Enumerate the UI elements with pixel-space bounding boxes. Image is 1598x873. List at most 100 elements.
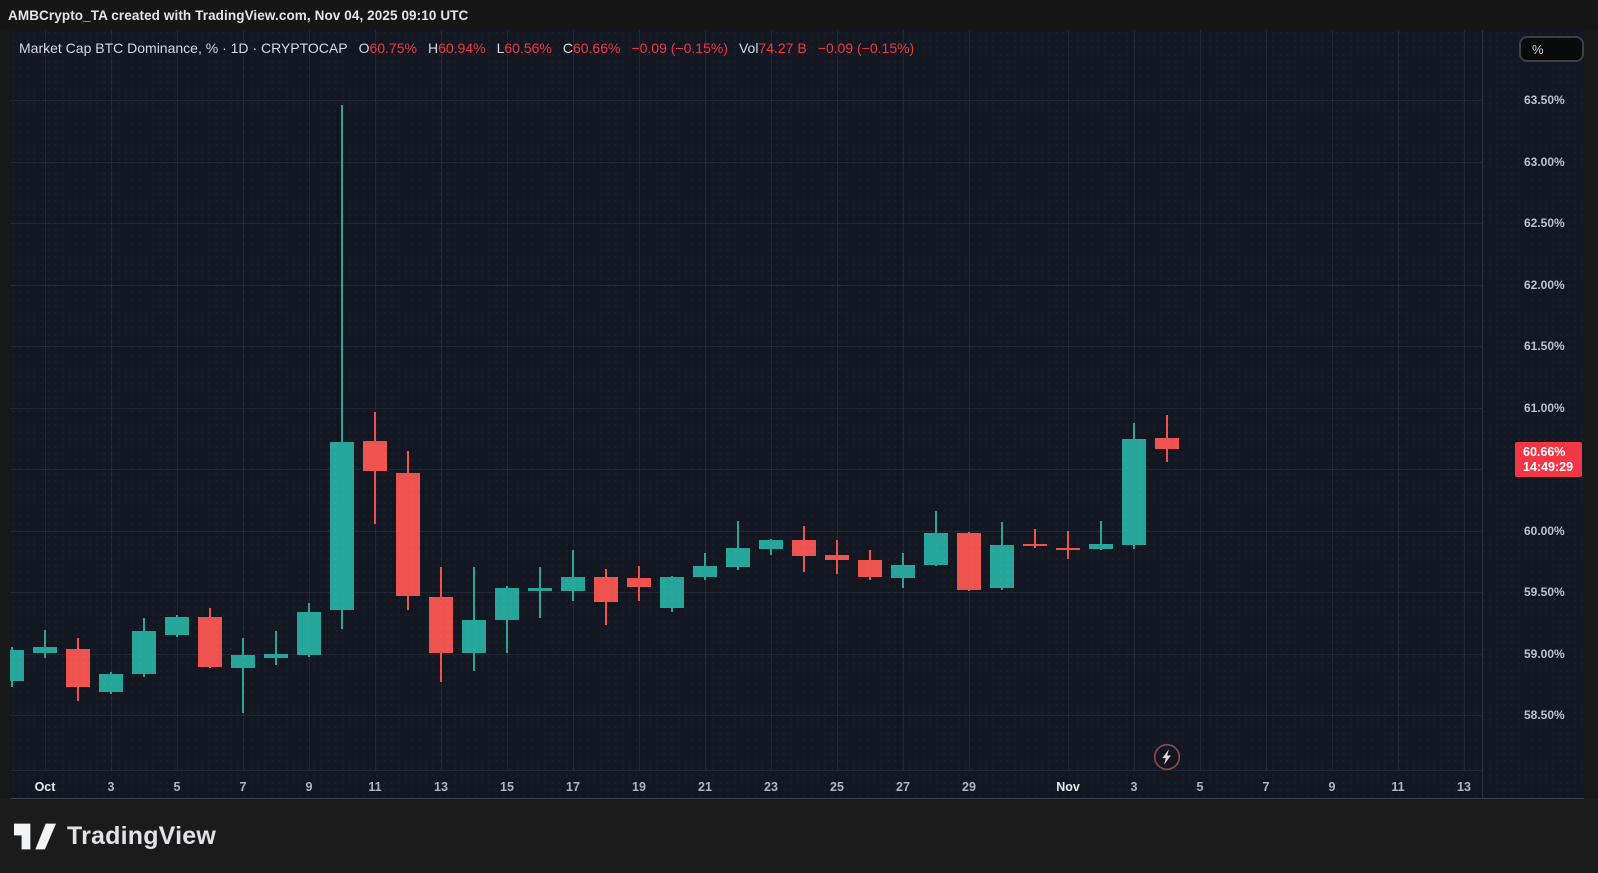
candle-oct-12: [396, 472, 420, 596]
candle-oct-11: [363, 440, 387, 472]
time-tick-label: 7: [1262, 780, 1270, 794]
gridline-vertical: [770, 30, 772, 770]
candle-oct-15: [495, 588, 519, 621]
legend-values: O60.75% H60.94% L60.56% C60.66% −0.09 (−0.15…: [359, 40, 915, 56]
candle-wick-oct-16: [539, 567, 541, 618]
gridline-horizontal: [10, 407, 1482, 409]
candle-oct-22: [726, 547, 750, 568]
gridline-vertical: [1331, 30, 1333, 770]
time-tick-label: 5: [1196, 780, 1204, 794]
gridline-vertical: [110, 30, 112, 770]
gridline-vertical: [308, 30, 310, 770]
candle-oct-16: [528, 588, 552, 591]
legend: Market Cap BTC Dominance, % · 1D · CRYPT…: [19, 39, 914, 57]
gridline-vertical: [638, 30, 640, 770]
gridline-vertical: [1067, 30, 1069, 770]
gridline-horizontal: [10, 530, 1482, 532]
time-tick-label: 17: [566, 780, 580, 794]
candle-wick-oct-8: [275, 631, 277, 665]
unit-percent-button[interactable]: %: [1519, 36, 1584, 62]
time-tick-label: 9: [1328, 780, 1336, 794]
candle-oct-24: [792, 540, 816, 557]
candle-oct-27: [891, 564, 915, 579]
candle-oct-30: [990, 545, 1014, 589]
candle-oct-26: [858, 560, 882, 578]
candle-oct-2: [66, 648, 90, 687]
candle-oct-5: [165, 616, 189, 636]
candle-oct-13: [429, 596, 453, 654]
candle-wick-oct-1: [44, 630, 46, 659]
price-axis[interactable]: % 63.50% 63.00% 62.50% 62.00% 61.50% 61.00% 60…: [1482, 30, 1584, 799]
candle-oct-25: [825, 555, 849, 560]
gridline-horizontal: [10, 100, 1482, 101]
attribution-text: AMBCrypto_TA created with TradingView.co…: [8, 7, 469, 23]
price-tick-label: 60.00%: [1524, 523, 1565, 538]
time-tick-label: 23: [764, 780, 778, 794]
footer-bar: TradingView: [0, 799, 1598, 873]
time-tick-label: 15: [500, 780, 514, 794]
price-tick-label: 63.00%: [1524, 154, 1565, 169]
gridline-vertical: [440, 30, 442, 770]
candle-wick-oct-21: [704, 552, 706, 580]
gridline-horizontal: [10, 223, 1482, 224]
gridline-vertical: [1463, 30, 1465, 770]
time-tick-label: 5: [173, 780, 181, 794]
time-tick-label: 13: [1457, 780, 1471, 794]
time-axis[interactable]: Oct 3 5 7 9 11 13 15 17 19 21 23 25 27 29 Nov 3 5 7 9 11 13: [10, 770, 1482, 799]
gridline-vertical: [506, 30, 508, 770]
gridline-vertical: [1199, 30, 1201, 770]
candle-oct-31: [1023, 544, 1047, 547]
time-tick-label: 29: [962, 780, 976, 794]
candle-wick-nov-1: [1067, 530, 1069, 559]
time-tick-label: 3: [1130, 780, 1138, 794]
candle-oct-23: [759, 540, 783, 549]
gridline-vertical: [1265, 30, 1267, 770]
candle-nov-1: [1056, 547, 1080, 551]
chart-pane: Market Cap BTC Dominance, % · 1D · CRYPT…: [10, 30, 1584, 799]
gridline-vertical: [176, 30, 178, 770]
candle-oct-6: [198, 616, 222, 668]
price-tick-label: 63.50%: [1524, 93, 1565, 107]
legend-item: O60.75%: [358, 40, 417, 56]
last-price-value: 60.66%: [1523, 444, 1566, 459]
gridline-vertical: [968, 30, 970, 770]
time-tick-label: 13: [434, 780, 448, 794]
lightning-icon[interactable]: [1153, 743, 1181, 771]
chart-bottom-edge: [10, 798, 1584, 799]
candle-nov-3: [1122, 439, 1146, 546]
time-tick-label: 21: [698, 780, 712, 794]
candle-oct-10: [330, 441, 354, 611]
time-tick-label: 27: [896, 780, 910, 794]
gridline-horizontal: [10, 161, 1482, 163]
gridline-vertical: [44, 30, 46, 770]
candle-oct-19: [627, 578, 651, 588]
price-tick-label: 61.00%: [1524, 400, 1565, 415]
candle-wick-nov-2: [1100, 520, 1102, 551]
time-tick-label: 7: [239, 780, 247, 794]
candle-wick-oct-31: [1034, 529, 1036, 548]
candle-oct-3: [99, 674, 123, 692]
candle-oct-1: [33, 647, 57, 654]
legend-title: Market Cap BTC Dominance, % · 1D · CRYPT…: [19, 40, 348, 56]
gridline-vertical: [242, 30, 244, 770]
gridline-horizontal: [10, 653, 1482, 655]
candle-sep-30: [10, 649, 24, 681]
gridline-vertical: [374, 30, 376, 770]
price-tick-label: 61.50%: [1524, 339, 1565, 353]
candle-oct-14: [462, 620, 486, 654]
time-tick-label: 3: [107, 780, 115, 794]
candle-wick-nov-4: [1166, 414, 1168, 462]
tradingview-logo[interactable]: TradingView: [14, 821, 216, 852]
candle-wick-oct-17: [572, 550, 574, 601]
gridline-vertical: [902, 30, 904, 770]
gridline-horizontal: [10, 284, 1482, 286]
tradingview-logo-text: TradingView: [67, 821, 217, 850]
candle-nov-2: [1089, 544, 1113, 549]
candle-wick-oct-10: [341, 104, 343, 629]
candle-oct-28: [924, 532, 948, 565]
plot-area[interactable]: [10, 30, 1482, 770]
gridline-horizontal: [10, 715, 1482, 716]
candle-nov-4: [1155, 438, 1179, 450]
candle-wick-oct-14: [473, 567, 475, 671]
time-tick-label: 9: [305, 780, 313, 794]
